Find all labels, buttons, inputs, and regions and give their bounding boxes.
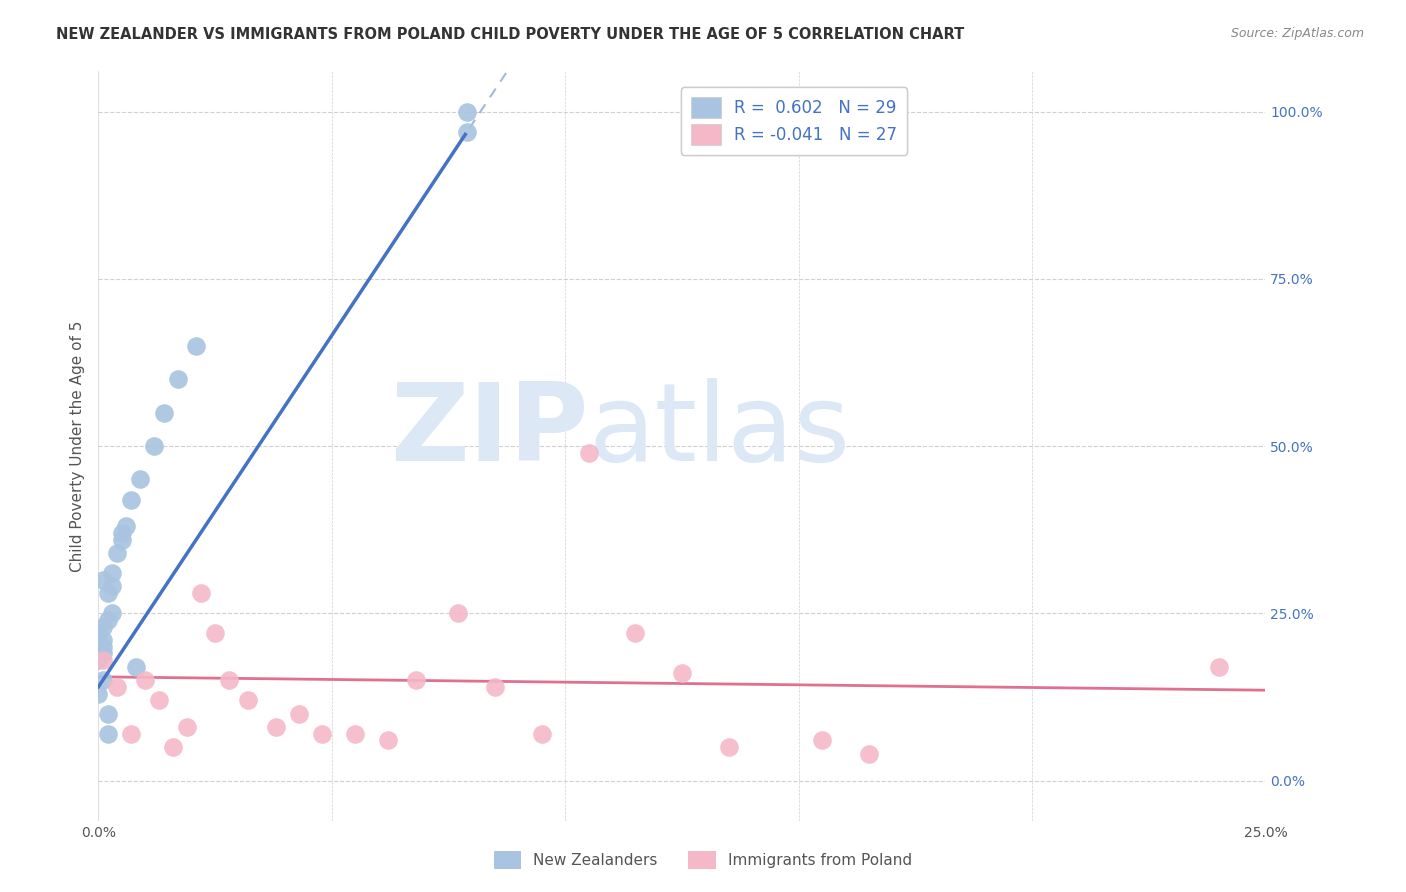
Point xyxy=(166,372,188,386)
Point xyxy=(162,740,184,755)
Point xyxy=(87,687,110,701)
Point xyxy=(120,492,142,507)
Y-axis label: Child Poverty Under the Age of 5: Child Poverty Under the Age of 5 xyxy=(69,320,84,572)
Point xyxy=(624,626,647,640)
Point xyxy=(186,339,208,353)
Point xyxy=(101,580,124,594)
Point xyxy=(176,720,198,734)
Point xyxy=(91,673,114,688)
Text: Source: ZipAtlas.com: Source: ZipAtlas.com xyxy=(1230,27,1364,40)
Point xyxy=(143,439,166,453)
Point xyxy=(484,680,506,694)
Point xyxy=(218,673,240,688)
Point xyxy=(91,619,114,633)
Point xyxy=(129,473,152,487)
Point xyxy=(405,673,427,688)
Point xyxy=(811,733,834,747)
Point xyxy=(456,104,478,119)
Point xyxy=(105,680,128,694)
Point xyxy=(115,519,138,533)
Point xyxy=(111,526,134,541)
Point xyxy=(97,726,120,740)
Point xyxy=(190,586,212,600)
Point xyxy=(134,673,156,688)
Point xyxy=(97,586,120,600)
Point xyxy=(344,726,367,740)
Point xyxy=(236,693,259,707)
Point xyxy=(87,626,110,640)
Point xyxy=(91,573,114,587)
Text: NEW ZEALANDER VS IMMIGRANTS FROM POLAND CHILD POVERTY UNDER THE AGE OF 5 CORRELA: NEW ZEALANDER VS IMMIGRANTS FROM POLAND … xyxy=(56,27,965,42)
Point xyxy=(125,660,148,674)
Point xyxy=(97,706,120,721)
Point xyxy=(152,405,174,420)
Point xyxy=(91,633,114,648)
Point xyxy=(101,607,124,621)
Point xyxy=(264,720,287,734)
Point xyxy=(717,740,740,755)
Point xyxy=(87,653,110,667)
Point xyxy=(148,693,170,707)
Point xyxy=(288,706,311,721)
Point xyxy=(377,733,399,747)
Text: ZIP: ZIP xyxy=(389,378,589,484)
Point xyxy=(530,726,553,740)
Point xyxy=(311,726,333,740)
Text: atlas: atlas xyxy=(589,378,851,484)
Point xyxy=(111,533,134,547)
Point xyxy=(578,446,600,460)
Point xyxy=(105,546,128,560)
Point xyxy=(91,653,114,667)
Legend: New Zealanders, Immigrants from Poland: New Zealanders, Immigrants from Poland xyxy=(488,845,918,875)
Point xyxy=(101,566,124,581)
Point xyxy=(91,646,114,660)
Point xyxy=(204,626,226,640)
Point xyxy=(858,747,880,761)
Point xyxy=(97,613,120,627)
Point xyxy=(1208,660,1230,674)
Point xyxy=(447,607,470,621)
Legend: R =  0.602   N = 29, R = -0.041   N = 27: R = 0.602 N = 29, R = -0.041 N = 27 xyxy=(681,87,907,154)
Point xyxy=(91,640,114,654)
Point xyxy=(456,125,478,139)
Point xyxy=(120,726,142,740)
Point xyxy=(671,666,693,681)
